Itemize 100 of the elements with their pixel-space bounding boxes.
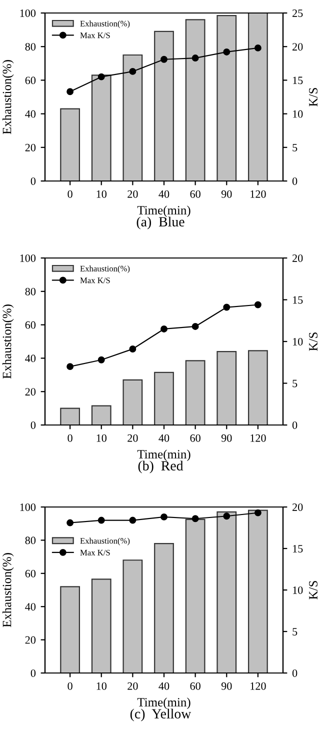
point bbox=[98, 73, 105, 80]
x-tick-label: 120 bbox=[250, 190, 266, 198]
y-tick-label: 60 bbox=[25, 76, 36, 84]
y2-tick-label: 5 bbox=[292, 628, 298, 636]
bar bbox=[248, 13, 268, 181]
x-tick-label: 60 bbox=[190, 190, 200, 198]
x-tick-label: 120 bbox=[250, 682, 266, 690]
x-tick-label: 10 bbox=[96, 190, 106, 198]
legend-label: Max K/S bbox=[80, 550, 110, 556]
bar bbox=[154, 542, 174, 673]
x-tick-label: 90 bbox=[221, 190, 232, 198]
point bbox=[160, 56, 168, 63]
text: (a) Blue bbox=[136, 216, 184, 230]
y2-tick-label: 0 bbox=[292, 421, 298, 429]
point bbox=[192, 54, 199, 62]
y2-tick-label: 10 bbox=[293, 110, 303, 118]
bar bbox=[216, 511, 237, 673]
x-tick-label: 0 bbox=[68, 190, 72, 198]
y-tick-label: 40 bbox=[25, 354, 36, 362]
y-tick-label: 20 bbox=[25, 144, 36, 152]
y2-axis-title: K/S bbox=[309, 581, 318, 600]
bar bbox=[91, 578, 112, 673]
point bbox=[192, 515, 199, 522]
y-tick-label: 80 bbox=[25, 288, 36, 296]
y-tick-label: 60 bbox=[25, 570, 36, 578]
point bbox=[98, 516, 105, 524]
point bbox=[66, 363, 74, 370]
y-tick-label: 40 bbox=[25, 110, 36, 118]
legend-label: Exhaustion(%) bbox=[80, 266, 130, 274]
y2-tick-label: 15 bbox=[293, 545, 303, 552]
y-tick-label: 80 bbox=[25, 43, 36, 51]
y2-tick-label: 15 bbox=[293, 296, 303, 304]
bar bbox=[185, 19, 206, 181]
y2-axis-title: K/S bbox=[309, 88, 318, 106]
y-tick-label: 0 bbox=[30, 669, 36, 677]
bar bbox=[154, 372, 174, 425]
x-tick-label: 40 bbox=[158, 434, 170, 442]
point bbox=[254, 301, 262, 308]
bar bbox=[216, 350, 237, 425]
y-tick-label: 20 bbox=[25, 636, 36, 644]
bar bbox=[248, 510, 268, 673]
x-axis-title: Time(min) bbox=[137, 206, 190, 217]
point bbox=[129, 68, 136, 75]
bar bbox=[216, 14, 237, 181]
point bbox=[192, 322, 199, 330]
bar bbox=[91, 74, 112, 181]
y2-tick-label: 5 bbox=[292, 144, 298, 152]
bar bbox=[248, 350, 268, 425]
y2-tick-label: 25 bbox=[292, 9, 303, 17]
point bbox=[254, 44, 262, 52]
x-tick-label: 20 bbox=[128, 190, 138, 198]
y-axis-title: Exhaustion(%) bbox=[2, 60, 14, 134]
point bbox=[129, 346, 136, 352]
y2-tick-label: 10 bbox=[293, 586, 303, 594]
y2-tick-label: 0 bbox=[292, 669, 298, 677]
legend-label: Exhaustion(%) bbox=[80, 538, 130, 546]
y-axis-title: Exhaustion(%) bbox=[2, 553, 14, 628]
y2-tick-label: 20 bbox=[292, 254, 303, 262]
y-tick-label: 20 bbox=[25, 388, 36, 396]
point bbox=[160, 513, 168, 520]
point bbox=[66, 519, 74, 526]
x-tick-label: 60 bbox=[190, 682, 200, 690]
point bbox=[129, 516, 136, 524]
point bbox=[160, 326, 168, 332]
y2-tick-label: 5 bbox=[292, 380, 298, 388]
x-tick-label: 90 bbox=[221, 682, 232, 690]
point bbox=[254, 509, 262, 516]
point bbox=[98, 356, 105, 364]
y2-axis-title: K/S bbox=[309, 332, 318, 351]
x-tick-label: 20 bbox=[128, 682, 138, 690]
bar bbox=[60, 586, 80, 673]
y-axis-title: Exhaustion(%) bbox=[2, 304, 14, 379]
y-tick-label: 40 bbox=[25, 603, 36, 611]
y2-tick-label: 20 bbox=[292, 503, 303, 511]
y-tick-label: 100 bbox=[20, 254, 36, 262]
bar bbox=[91, 405, 112, 425]
point bbox=[223, 512, 230, 520]
bar bbox=[60, 408, 80, 425]
x-tick-label: 0 bbox=[68, 434, 72, 442]
x-tick-label: 120 bbox=[250, 434, 266, 442]
y-tick-label: 80 bbox=[25, 536, 36, 544]
point bbox=[223, 48, 230, 56]
x-tick-label: 0 bbox=[68, 682, 72, 690]
y-tick-label: 0 bbox=[30, 421, 36, 429]
bar bbox=[154, 30, 174, 181]
text: (b) Red bbox=[138, 460, 184, 474]
y-tick-label: 100 bbox=[20, 503, 36, 511]
y2-tick-label: 15 bbox=[293, 76, 303, 84]
legend-label: Max K/S bbox=[80, 32, 110, 38]
legend-label: Exhaustion(%) bbox=[80, 20, 130, 28]
x-tick-label: 10 bbox=[96, 682, 106, 690]
bar bbox=[122, 54, 143, 181]
legend-label: Max K/S bbox=[80, 278, 110, 284]
x-tick-label: 40 bbox=[158, 682, 170, 690]
y2-tick-label: 20 bbox=[292, 43, 303, 51]
y-tick-label: 0 bbox=[30, 177, 36, 185]
x-tick-label: 90 bbox=[221, 434, 232, 442]
point bbox=[66, 88, 74, 96]
bar bbox=[60, 108, 80, 181]
x-tick-label: 10 bbox=[96, 434, 106, 442]
